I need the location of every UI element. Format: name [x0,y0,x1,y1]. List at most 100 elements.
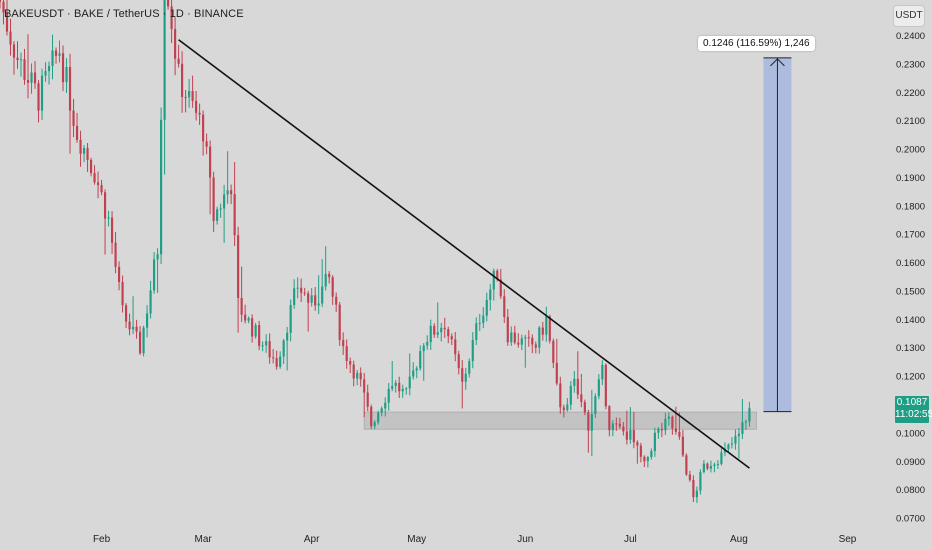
candle-body [468,361,471,374]
candle-body [401,388,404,392]
candle [188,78,191,108]
candle [408,353,411,396]
candle-body [636,442,639,446]
candle-body [450,336,453,340]
candle-body [349,360,352,365]
candle-body [559,383,562,408]
candle [72,98,75,138]
candle [61,45,65,92]
candle-body [744,421,748,423]
candle-body [261,345,264,347]
candle-body [145,313,149,328]
candle-body [597,379,600,397]
candle [223,184,226,243]
candle-body [219,208,222,210]
price-tick-label: 0.0900 [896,457,925,468]
candle [562,404,565,418]
candle-body [331,277,334,297]
candle-body [363,379,366,393]
candle-body [307,293,310,303]
candle [559,376,562,414]
price-tick-label: 0.1200 [896,372,925,383]
candle [678,412,681,440]
candle [548,314,551,344]
candle-body [499,279,502,297]
candle [618,417,621,429]
candle [23,48,26,85]
candle-body [89,159,93,174]
candle [639,442,642,463]
candle-body [65,67,68,83]
candle-body [328,273,331,278]
candle [471,332,474,369]
candle-body [720,452,723,464]
candle-body [345,346,348,361]
candle-body [16,57,19,61]
candle [688,470,691,482]
candle [265,334,268,353]
candle [510,326,513,346]
candle [380,406,383,417]
candle [121,275,124,313]
candle-body [394,382,397,387]
candle-body [671,416,674,429]
candle-body [44,71,47,76]
candle-body [121,282,124,306]
candle [58,40,61,63]
candle-body [195,100,198,113]
downtrend-line[interactable] [178,39,750,469]
candle-body [170,6,173,29]
candle [9,18,12,56]
candle [310,288,313,307]
support-zone[interactable] [363,411,757,430]
candle-body [40,75,44,111]
candle-body [103,192,107,219]
candle-body [580,394,583,403]
candle [110,211,114,255]
candle [737,428,741,459]
candle [611,420,614,437]
candle-body [338,304,341,341]
candle-body [688,474,691,480]
candle [447,326,450,344]
candle [401,384,404,398]
price-tick-label: 0.2000 [896,145,925,156]
currency-badge[interactable]: USDT [893,5,925,27]
measure-arrow-head [770,58,785,67]
candle [338,301,341,346]
symbol-title[interactable]: BAKEUSDT · BAKE / TetherUS · 1D · BINANC… [4,8,244,20]
last-price-tag: 0.1087 11:02:55 [895,396,932,423]
price-tick-label: 0.1800 [896,201,925,212]
candle [450,333,453,346]
candle-body [160,119,163,255]
time-axis[interactable]: Feb Mar Apr May Jun Jul Aug Sep [93,534,857,545]
candle [258,320,261,351]
candle [587,409,590,453]
candle [636,440,639,464]
candle-body [667,416,670,419]
candle [184,90,187,113]
candles [0,0,751,504]
candle-body [415,368,418,371]
candle [499,268,502,299]
candle-body [695,490,698,498]
candle [555,338,558,386]
candle-body [373,422,376,427]
candle-body [674,428,677,432]
candle [461,360,464,409]
candle-body [72,110,75,126]
candle-body [30,72,33,83]
candle [149,280,152,319]
candle [534,341,537,354]
candle [569,381,572,410]
candle [552,338,555,369]
candle [646,455,649,468]
candle [328,271,331,284]
candle [349,357,352,374]
candle-body [96,182,100,186]
candle [65,58,68,93]
candle-body [496,270,499,280]
candle [657,427,660,439]
